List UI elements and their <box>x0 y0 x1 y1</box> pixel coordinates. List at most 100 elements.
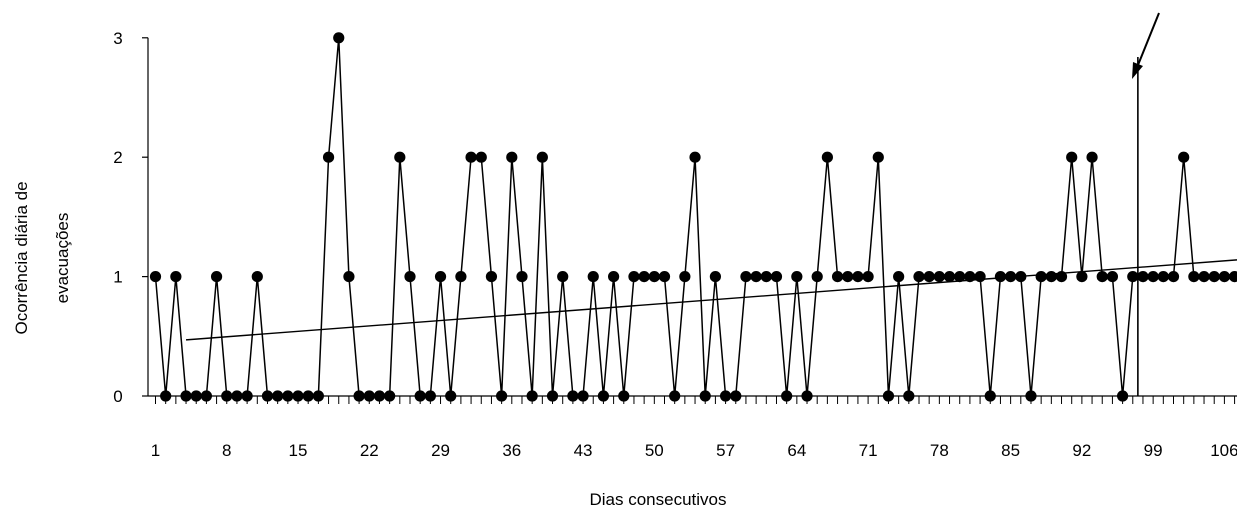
y-axis-label-line-2: evacuações <box>53 213 72 304</box>
y-tick-label: 2 <box>113 148 122 167</box>
data-point <box>1167 271 1180 283</box>
data-point <box>394 151 406 163</box>
data-point <box>994 271 1007 283</box>
data-point <box>954 271 966 283</box>
data-point <box>149 271 162 283</box>
data-point <box>1147 271 1159 283</box>
data-point <box>852 271 864 283</box>
data-point <box>546 390 559 402</box>
data-point <box>1127 271 1139 283</box>
x-tick-label: 43 <box>574 441 593 460</box>
data-point <box>709 271 722 283</box>
data-point <box>302 390 314 402</box>
data-point <box>363 390 375 402</box>
data-point <box>893 271 905 283</box>
x-tick-label: 106 <box>1210 441 1237 460</box>
data-point <box>210 271 223 283</box>
data-point <box>1045 271 1057 283</box>
x-tick-label: 1 <box>151 441 160 460</box>
data-point <box>577 390 589 402</box>
data-point <box>272 390 284 402</box>
x-tick-label: 22 <box>360 441 379 460</box>
data-point <box>200 390 212 402</box>
data-point <box>343 271 355 283</box>
data-point <box>282 390 294 402</box>
data-point <box>516 271 528 283</box>
data-point <box>618 390 630 402</box>
data-point <box>292 390 304 402</box>
y-axis <box>142 37 149 397</box>
data-point <box>821 151 833 163</box>
data-point <box>241 390 253 402</box>
data-point <box>445 390 457 402</box>
data-point <box>811 271 823 283</box>
data-point <box>1106 271 1119 283</box>
data-point <box>475 151 487 163</box>
data-point <box>1117 390 1129 402</box>
x-tick-label: 64 <box>787 441 806 460</box>
data-point <box>781 390 793 402</box>
x-tick-label: 15 <box>289 441 308 460</box>
data-point <box>628 271 640 283</box>
data-point <box>862 271 874 283</box>
data-point <box>760 271 772 283</box>
data-point <box>1025 390 1037 402</box>
x-tick-label: 8 <box>222 441 231 460</box>
data-point <box>404 271 416 283</box>
data-point <box>1055 271 1068 283</box>
data-point <box>557 271 569 283</box>
data-point <box>842 271 854 283</box>
data-point <box>882 390 895 402</box>
data-point <box>180 390 192 402</box>
data-point <box>903 390 915 402</box>
y-tick-label: 1 <box>113 268 122 287</box>
data-point <box>434 271 447 283</box>
data-point <box>658 271 671 283</box>
data-point <box>913 271 925 283</box>
x-tick-label: 36 <box>502 441 521 460</box>
x-tick-label: 99 <box>1144 441 1163 460</box>
data-point <box>170 271 182 283</box>
data-point <box>1218 271 1230 283</box>
data-point <box>455 271 467 283</box>
data-point <box>964 271 976 283</box>
data-point <box>526 390 538 402</box>
data-point <box>730 390 742 402</box>
data-point <box>648 271 660 283</box>
data-point <box>221 390 233 402</box>
data-point <box>231 390 243 402</box>
data-point <box>536 151 548 163</box>
y-tick-labels: 0 1 2 3 <box>113 29 122 406</box>
data-point <box>1208 271 1220 283</box>
x-tick-labels: 1 8 15 22 29 36 43 50 57 64 71 78 85 92 99 106 <box>151 441 1237 460</box>
data-point <box>831 271 844 283</box>
data-point <box>1005 271 1017 283</box>
data-point <box>587 271 599 283</box>
data-point <box>414 390 426 402</box>
data-point <box>1198 271 1210 283</box>
data-point <box>322 151 335 163</box>
data-point <box>1086 151 1098 163</box>
x-axis-label: Dias consecutivos <box>589 490 726 509</box>
annotation-arrow-head <box>1132 62 1143 79</box>
data-point <box>608 271 620 283</box>
data-point <box>567 390 579 402</box>
x-tick-label: 50 <box>645 441 664 460</box>
data-point <box>638 271 650 283</box>
data-point <box>750 271 762 283</box>
data-point <box>485 271 498 283</box>
data-point <box>597 390 610 402</box>
data-point <box>740 271 752 283</box>
annotation-arrow-shaft <box>1135 12 1160 71</box>
data-point <box>506 151 518 163</box>
data-point <box>791 271 803 283</box>
data-point <box>353 390 365 402</box>
data-point <box>1015 271 1027 283</box>
series-line <box>154 37 1237 397</box>
data-point <box>719 390 732 402</box>
data-point <box>1137 271 1149 283</box>
y-tick-label: 3 <box>113 29 122 48</box>
data-point <box>312 390 324 402</box>
data-point <box>1096 271 1108 283</box>
